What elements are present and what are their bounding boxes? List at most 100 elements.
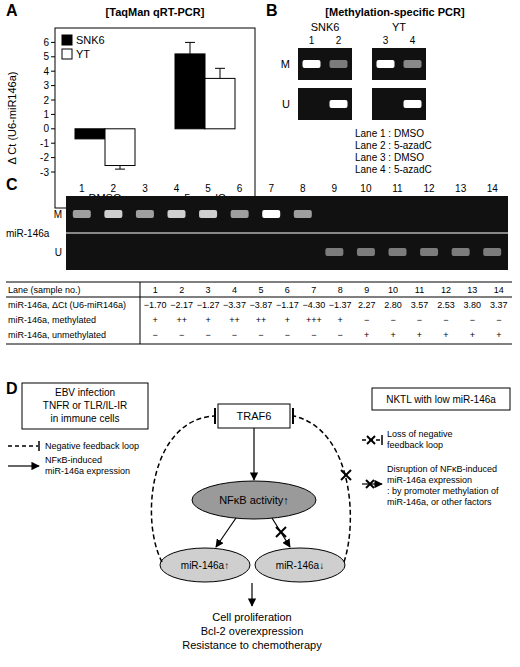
axis-title: Δ Ct (U6-miR146a): [6, 72, 18, 165]
outcome-text: Cell proliferation: [212, 611, 291, 623]
band: [389, 248, 407, 256]
error-cap: [115, 169, 125, 170]
table-cell: +: [205, 315, 210, 325]
band: [357, 248, 375, 256]
key-text: NFκB-induced: [45, 455, 102, 465]
table-cell: ++: [176, 315, 187, 325]
band: [377, 100, 395, 108]
table-cell: +: [285, 315, 290, 325]
table-cell: −: [285, 330, 290, 340]
table-cell: −: [338, 330, 343, 340]
bar: [75, 129, 105, 139]
key-inhibit-bar: [38, 441, 40, 451]
box-text: in immune cells: [51, 413, 120, 424]
band: [325, 248, 343, 256]
row-header: Lane (sample no.): [8, 285, 81, 295]
bar: [175, 54, 205, 129]
node-label: NFκB activity↑: [219, 494, 289, 506]
arrow: [253, 428, 254, 480]
row-label: U: [282, 98, 290, 110]
mir-up-node: [160, 548, 250, 582]
gel-label: miR-146a: [6, 228, 50, 239]
tick-mark: [51, 71, 55, 72]
lane-number: 1: [79, 183, 85, 194]
tick-label: -2: [40, 152, 49, 163]
lane-number: 3: [383, 35, 389, 46]
outcome-text: Resistance to chemotherapy: [182, 639, 322, 651]
band: [168, 248, 186, 256]
lane-number: 8: [300, 183, 306, 194]
lane-key: Lane 4 : 5-azadC: [355, 164, 432, 175]
group-label: YT: [392, 21, 406, 33]
gel-divider: [66, 233, 508, 234]
source-box: [22, 383, 148, 429]
table-cell: −: [496, 315, 501, 325]
lane-number: 12: [424, 183, 436, 194]
band: [420, 210, 438, 218]
band: [231, 248, 249, 256]
band: [330, 60, 348, 68]
plot-frame: [55, 28, 255, 208]
lane-number: 1: [309, 35, 315, 46]
tick-label: 2: [43, 95, 49, 106]
table-cell: 8: [338, 285, 343, 295]
panel-letter: B: [266, 2, 278, 19]
lane-number: 2: [111, 183, 117, 194]
lane-number: 6: [237, 183, 243, 194]
table-cell: 3: [206, 285, 211, 295]
legend-swatch: [62, 35, 72, 45]
tick-mark: [51, 100, 55, 101]
cross: [276, 527, 286, 537]
band: [420, 248, 438, 256]
tick-mark: [51, 114, 55, 115]
band: [357, 210, 375, 218]
table-cell: −1.17: [276, 300, 299, 310]
key-text: Negative feedback loop: [45, 441, 139, 451]
cross-stroke: [366, 480, 374, 488]
error-cap: [185, 42, 195, 43]
nfkb-node: [192, 481, 316, 519]
cross-stroke: [367, 436, 375, 444]
table-cell: +: [496, 330, 501, 340]
band: [303, 100, 321, 108]
lane-number: 10: [360, 183, 372, 194]
table-cell: −: [470, 315, 475, 325]
arrow: [272, 518, 290, 547]
box-text: TNFR or TLR/IL-IR: [43, 400, 127, 411]
tick-mark: [51, 143, 55, 144]
table-cell: −: [153, 330, 158, 340]
key-text: miR-146a expression: [387, 475, 472, 485]
feedback-loop: [294, 416, 350, 562]
tick-label: -1: [40, 138, 49, 149]
band: [199, 248, 217, 256]
band: [168, 210, 186, 218]
error-line: [120, 166, 121, 170]
cross: [341, 470, 351, 480]
bar: [105, 129, 135, 166]
gel: [298, 48, 352, 80]
lane-number: 3: [142, 183, 148, 194]
lane-key: Lane 1 : DMSO: [355, 128, 424, 139]
table-cell: +: [364, 330, 369, 340]
band: [330, 100, 348, 108]
table-cell: 14: [494, 285, 504, 295]
band: [452, 210, 470, 218]
table-cell: ++: [229, 315, 240, 325]
error-line: [220, 68, 221, 78]
table-cell: 2.80: [384, 300, 402, 310]
key-inhibit-bar: [381, 435, 383, 445]
key-text: : by promoter methylation of: [387, 486, 499, 496]
panel-letter: D: [6, 380, 18, 397]
table-cell: 3.80: [464, 300, 482, 310]
box-text: NKTL with low miR-146a: [386, 394, 496, 405]
row-label: M: [281, 58, 290, 70]
cross: [367, 436, 375, 444]
band: [483, 210, 501, 218]
arrow: [251, 583, 252, 606]
band: [483, 248, 501, 256]
key-text: Disruption of NFκB-induced: [387, 464, 497, 474]
outcome-text: Bcl-2 overexpression: [201, 625, 304, 637]
lane-number: 5: [205, 183, 211, 194]
error-line: [190, 42, 191, 54]
table-cell: 13: [467, 285, 477, 295]
